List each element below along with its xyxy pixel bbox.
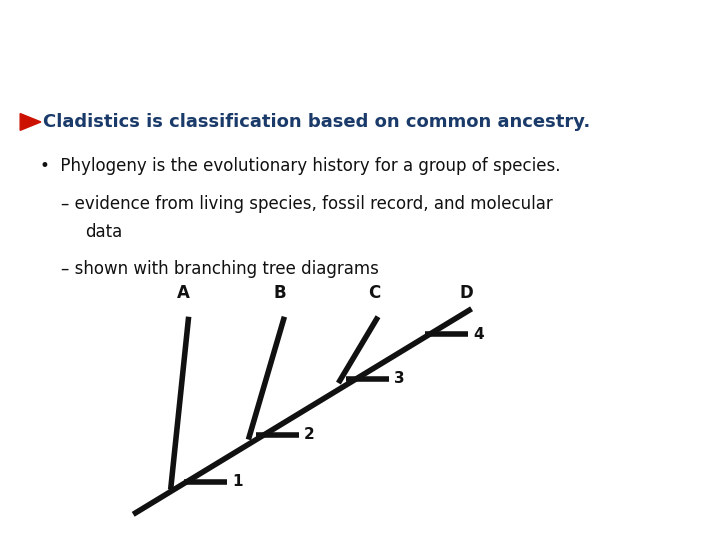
Text: A: A [177,284,190,302]
Text: D: D [459,284,474,302]
Text: 2: 2 [304,427,315,442]
Text: 4: 4 [473,327,484,342]
Text: C: C [368,284,381,302]
Text: data: data [85,222,122,241]
Polygon shape [20,113,41,130]
Text: – shown with branching tree diagrams: – shown with branching tree diagrams [61,260,379,278]
Text: B: B [273,284,286,302]
Text: 3: 3 [394,372,405,386]
Text: Cladistics is classification based on common ancestry.: Cladistics is classification based on co… [43,113,590,131]
Text: •  Phylogeny is the evolutionary history for a group of species.: • Phylogeny is the evolutionary history … [40,157,560,176]
Text: 1: 1 [232,474,243,489]
Text: – evidence from living species, fossil record, and molecular: – evidence from living species, fossil r… [61,195,553,213]
Text: 17.2 Classification Based on Evolutionary Relationships: 17.2 Classification Based on Evolutionar… [18,26,716,46]
